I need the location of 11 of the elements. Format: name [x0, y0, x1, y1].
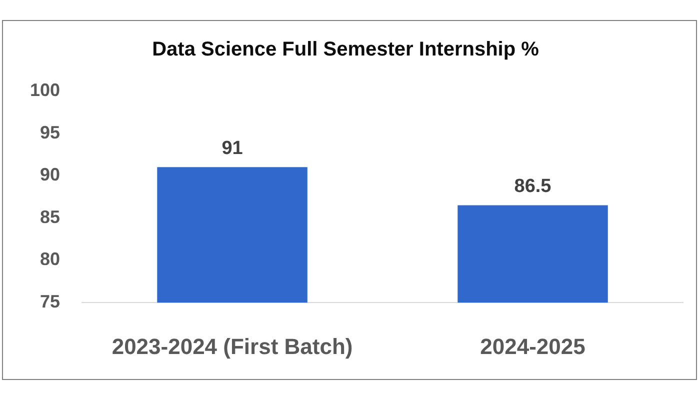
- y-tick-label: 100: [30, 80, 60, 100]
- data-label: 91: [222, 138, 244, 159]
- x-tick-label: 2023-2024 (First Batch): [112, 334, 353, 359]
- y-tick-label: 75: [40, 292, 60, 312]
- data-label: 86.5: [514, 176, 552, 197]
- x-tick-label: 2024-2025: [480, 334, 586, 359]
- y-tick-label: 85: [40, 206, 60, 227]
- y-tick-label: 95: [40, 122, 60, 142]
- y-tick-label: 90: [40, 164, 60, 185]
- chart-title: Data Science Full Semester Internship %: [152, 38, 540, 61]
- y-tick-label: 80: [40, 249, 60, 270]
